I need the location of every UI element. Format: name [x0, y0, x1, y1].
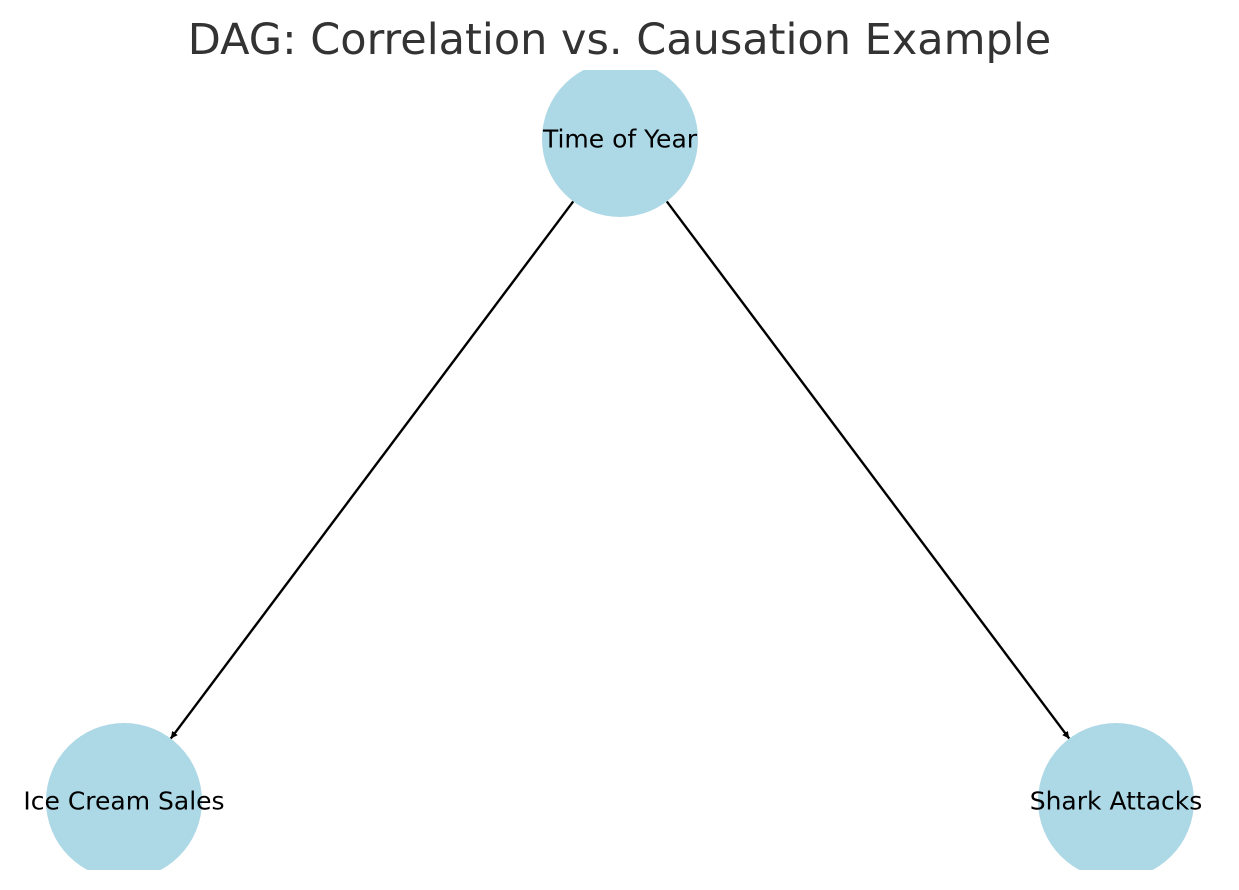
node-circle-ice	[46, 723, 202, 870]
edges-layer	[169, 200, 1071, 740]
node-circle-shark	[1038, 723, 1194, 870]
node-circle-time	[542, 70, 698, 217]
nodes-layer: Time of Year Ice Cream Sales Shark Attacks	[23, 70, 1202, 870]
dag-canvas: Time of Year Ice Cream Sales Shark Attacks	[0, 70, 1239, 870]
node-shark: Shark Attacks	[1030, 723, 1203, 870]
node-time: Time of Year	[542, 70, 698, 217]
node-label-time: Time of Year	[542, 125, 698, 154]
node-label-ice: Ice Cream Sales	[23, 787, 224, 816]
dag-svg: Time of Year Ice Cream Sales Shark Attacks	[23, 70, 1202, 870]
node-label-shark: Shark Attacks	[1030, 787, 1203, 816]
node-ice: Ice Cream Sales	[23, 723, 225, 870]
edge-time-to-ice	[169, 200, 575, 740]
edge-time-to-shark	[665, 200, 1071, 740]
diagram-title: DAG: Correlation vs. Causation Example	[187, 15, 1052, 65]
